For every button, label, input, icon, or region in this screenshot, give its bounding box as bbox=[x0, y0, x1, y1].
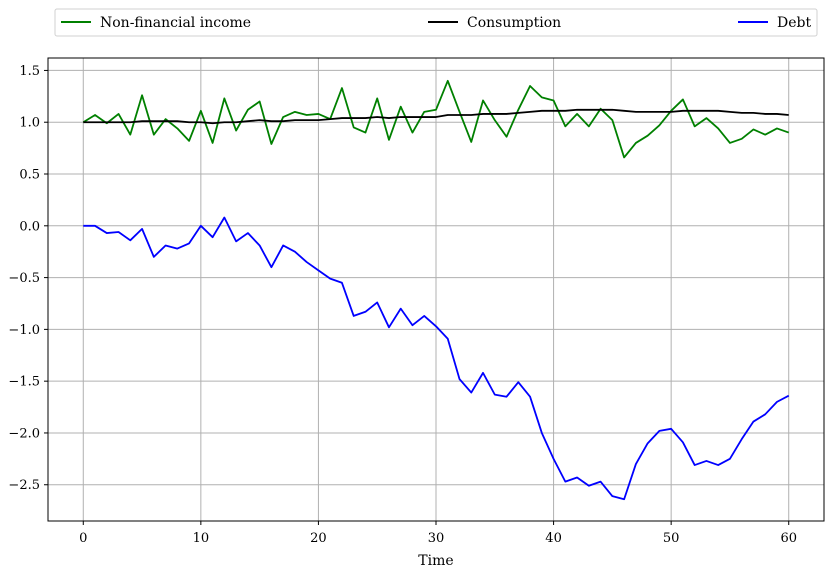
grid-lines bbox=[48, 58, 824, 521]
y-tick-label: −1.0 bbox=[8, 323, 40, 338]
x-tick-label: 50 bbox=[663, 531, 680, 546]
x-tick-label: 40 bbox=[545, 531, 562, 546]
y-tick-label: −2.0 bbox=[8, 426, 40, 441]
x-axis: 0 10 20 30 40 50 60 bbox=[79, 521, 797, 546]
series-line-debt bbox=[83, 216, 790, 501]
x-tick-label: 20 bbox=[310, 531, 327, 546]
y-axis: −2.5 −2.0 −1.5 −1.0 −0.5 0.0 0.5 1.0 1.5 bbox=[8, 64, 48, 493]
series-lines bbox=[82, 79, 790, 501]
x-tick-label: 0 bbox=[79, 531, 87, 546]
x-tick-label: 30 bbox=[428, 531, 445, 546]
x-tick-label: 10 bbox=[193, 531, 210, 546]
legend-item-non-financial-income: Non-financial income bbox=[61, 15, 251, 31]
legend-item-debt: Debt bbox=[738, 15, 811, 31]
x-tick-label: 60 bbox=[780, 531, 797, 546]
y-tick-label: 1.0 bbox=[19, 116, 40, 131]
legend-item-consumption: Consumption bbox=[428, 15, 561, 31]
y-tick-label: 0.5 bbox=[19, 168, 40, 183]
y-tick-label: 1.5 bbox=[19, 64, 40, 79]
legend-label: Non-financial income bbox=[100, 15, 251, 31]
legend: Non-financial income Consumption Debt bbox=[54, 8, 818, 37]
y-tick-label: −1.5 bbox=[8, 375, 40, 390]
legend-label: Debt bbox=[777, 15, 811, 31]
series-line-consumption bbox=[83, 108, 789, 125]
legend-label: Consumption bbox=[467, 15, 561, 31]
y-tick-label: 0.0 bbox=[19, 219, 40, 234]
y-tick-label: −0.5 bbox=[8, 271, 40, 286]
x-axis-label: Time bbox=[418, 553, 453, 569]
series-line-non-financial-income bbox=[82, 79, 790, 159]
y-tick-label: −2.5 bbox=[8, 478, 40, 493]
